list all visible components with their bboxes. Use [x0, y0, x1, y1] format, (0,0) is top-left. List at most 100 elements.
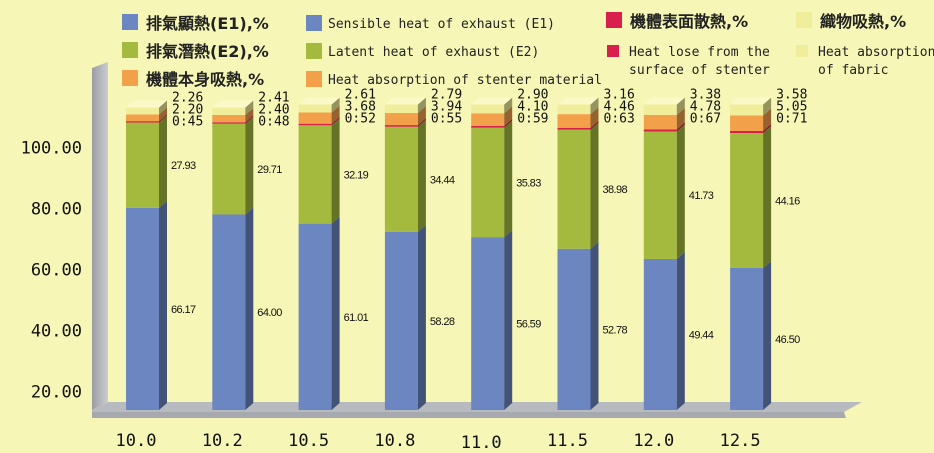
bar-segment-e2 [126, 122, 159, 208]
bar-top-face [730, 97, 772, 105]
bar-segment-fab [557, 104, 591, 115]
legend-label-en: Heat lose from the [629, 45, 770, 60]
legend-item-surf: 機體表面散熱,% Heat lose from the surface of ste… [606, 12, 770, 78]
bar-stack [730, 97, 772, 410]
bar-side-fab [676, 97, 685, 115]
bar-segment-mat [471, 113, 505, 126]
bar-side-e1 [590, 241, 599, 410]
bar-top-face [471, 97, 513, 105]
data-label-fab: 2.41 [258, 91, 289, 106]
x-tick-label: 10.8 [374, 431, 415, 451]
bar-segment-e1 [212, 214, 246, 410]
bar-stack [643, 97, 685, 410]
bar-side-surf [245, 115, 254, 124]
bar-segment-e2 [730, 133, 764, 268]
data-label-fab: 2.79 [431, 88, 462, 103]
data-label-e2: 27.93 [171, 160, 196, 172]
data-label-e2: 29.71 [257, 164, 282, 176]
bar-segment-e1 [643, 258, 677, 410]
legend-label-en: surface of stenter [629, 63, 770, 78]
bar-segment-fab [126, 107, 159, 115]
data-label-fab: 3.38 [690, 88, 721, 103]
data-label-e1: 52.78 [603, 324, 628, 336]
data-label-e1: 56.59 [516, 319, 541, 331]
legend-item-e2: 排氣潛熱(E2),% Latent heat of exhaust (E2) [122, 42, 539, 61]
bar-top-face [298, 97, 340, 105]
y-tick-label: 20.00 [31, 383, 82, 403]
bar-side-e1 [417, 224, 426, 410]
bar-stack [212, 100, 254, 410]
legend-item-e1: 排氣顯熱(E1),% Sensible heat of exhaust (E1) [122, 14, 555, 33]
data-label-surf: 0:52 [345, 111, 376, 126]
data-label-mat: 2.40 [258, 103, 289, 118]
data-label-mat: 2.20 [172, 103, 203, 118]
bar-segment-fab [730, 104, 764, 116]
data-label-fab: 3.16 [604, 87, 635, 102]
y-tick-label: 80.00 [31, 199, 82, 219]
bar-stack [557, 97, 599, 410]
data-label-e1: 66.17 [171, 304, 196, 316]
bar-segment-mat [557, 114, 591, 128]
bar-segment-e1 [298, 223, 332, 410]
bar-side-surf [763, 123, 772, 134]
bar-segment-mat [643, 114, 677, 130]
bar-segment-mat [730, 115, 764, 131]
data-label-e1: 46.50 [775, 334, 800, 346]
legend-swatch [606, 12, 622, 28]
bar-side-e1 [676, 251, 685, 410]
legend-item-fab: 織物吸熱,% Heat absorption of fabric [796, 12, 934, 78]
legend-swatch-en [306, 71, 322, 87]
data-label-surf: 0:45 [172, 115, 203, 130]
bar-segment-e1 [557, 248, 591, 410]
bar-segment-fab [298, 104, 332, 113]
bar-side-e1 [159, 200, 167, 410]
bar-side-e1 [331, 216, 340, 410]
bar-side-e2 [331, 118, 340, 224]
bar-segment-surf [643, 129, 677, 132]
y-tick-label: 60.00 [31, 260, 82, 280]
bar-side-fab [504, 97, 513, 114]
bar-side-mat [159, 107, 167, 122]
bar-side-e1 [245, 207, 254, 410]
chart-floor-edge [92, 412, 846, 418]
bar-segment-e1 [384, 231, 418, 410]
legend-swatch [796, 12, 812, 28]
bar-top-face [384, 97, 426, 105]
y-tick-label: 40.00 [31, 322, 82, 342]
bar-side-surf [590, 120, 599, 130]
bar-segment-fab [643, 104, 677, 115]
y-tick-label: 100.00 [21, 138, 82, 158]
chart-back-wall [92, 62, 108, 410]
legend-label-zh: 排氣潛熱(E2),% [146, 42, 269, 61]
bar-top-face [212, 100, 254, 108]
bar-stack [384, 97, 426, 410]
x-tick-label: 11.0 [461, 433, 502, 453]
legend-swatch [122, 42, 138, 58]
data-label-surf: 0:48 [258, 115, 289, 130]
bar-segment-e1 [126, 207, 159, 410]
bar-side-fab [331, 97, 340, 113]
bar-top-face [643, 97, 685, 105]
bar-segment-e2 [384, 126, 418, 232]
data-label-e2: 35.83 [516, 177, 541, 189]
bar-segment-surf [298, 123, 332, 126]
legend-swatch-en [306, 43, 322, 59]
bar-side-e1 [504, 230, 513, 410]
x-tick-label: 10.0 [116, 431, 157, 451]
x-tick-label: 10.2 [202, 431, 243, 451]
data-label-mat: 3.68 [345, 99, 376, 114]
bar-stack [471, 97, 513, 410]
data-label-e1: 58.28 [430, 316, 455, 328]
bar-side-surf [676, 122, 685, 132]
data-label-surf: 0:63 [604, 111, 635, 126]
bar-segment-e2 [298, 125, 332, 224]
bar-side-e2 [245, 116, 254, 215]
bar-side-surf [504, 118, 513, 128]
data-label-surf: 0:71 [776, 112, 807, 127]
x-tick-label: 12.5 [720, 431, 761, 451]
data-label-surf: 0:55 [431, 112, 462, 127]
bar-side-e2 [763, 126, 772, 268]
x-tick-label: 12.0 [633, 431, 674, 451]
